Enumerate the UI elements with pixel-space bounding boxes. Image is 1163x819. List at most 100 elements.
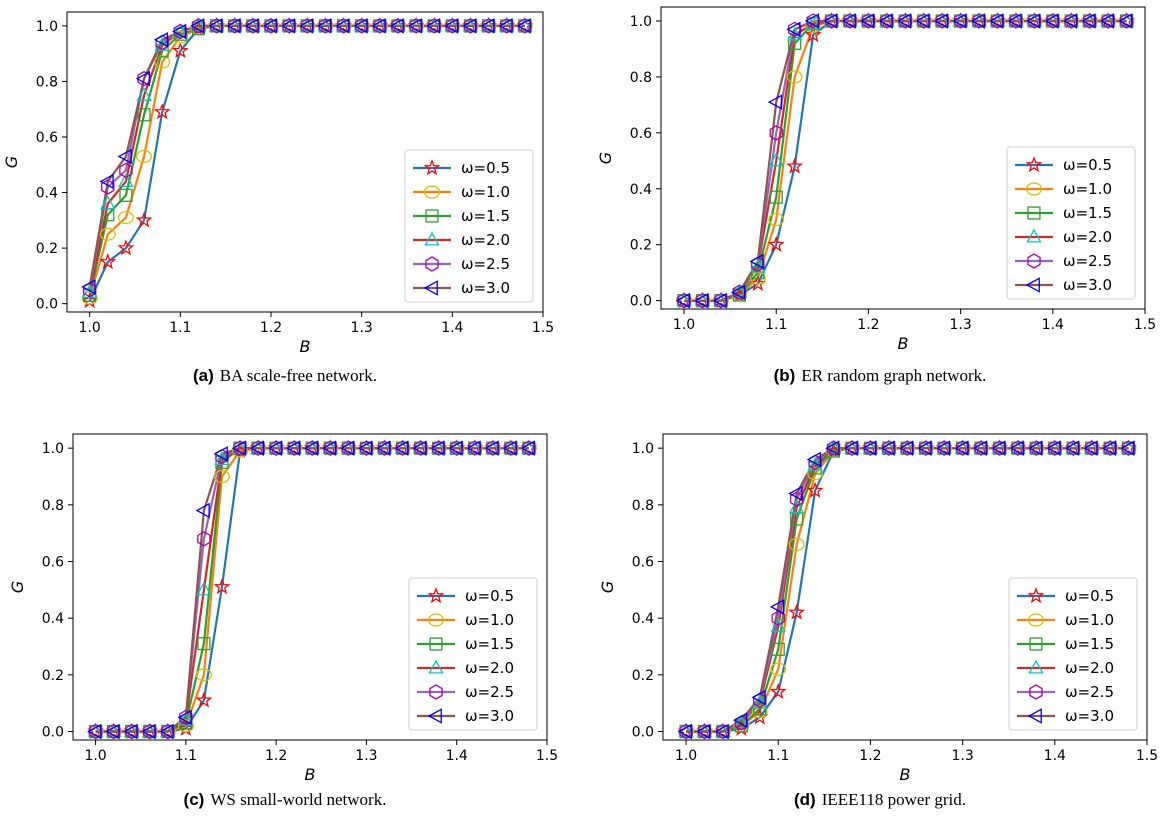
data-point (917, 13, 931, 29)
data-point (1027, 13, 1042, 29)
x-tick-label: 1.3 (351, 320, 373, 336)
data-point (786, 70, 803, 84)
data-point (117, 148, 132, 165)
x-tick-label: 1.4 (1042, 317, 1064, 333)
data-point (480, 18, 495, 34)
data-point (81, 291, 98, 305)
data-point (305, 440, 319, 456)
x-tick-label: 1.5 (536, 748, 558, 764)
data-point (933, 13, 949, 29)
data-point (226, 17, 243, 32)
data-point (286, 439, 302, 454)
data-point (394, 439, 411, 454)
data-point (972, 13, 986, 29)
data-point (304, 439, 321, 454)
data-point (285, 440, 301, 456)
data-point (287, 440, 301, 456)
data-point (153, 103, 171, 120)
data-point (1101, 13, 1115, 29)
legend-marker (427, 708, 442, 724)
data-point (769, 682, 787, 700)
data-point (1047, 439, 1063, 454)
data-point (1065, 439, 1082, 454)
data-point (787, 21, 802, 38)
legend-marker (427, 587, 445, 604)
data-point (425, 18, 441, 34)
data-point (1064, 13, 1078, 29)
caption-c-label: (c) (183, 790, 205, 809)
chart-b-svg: 1.0 1.1 1.2 1.3 1.4 1.5 0.0 0.2 0.4 0.6 0.8 1.0 B G ω=… (596, 6, 1156, 353)
data-point (989, 12, 1006, 27)
legend-label: ω=1.5 (1065, 635, 1114, 653)
data-point (900, 440, 915, 456)
data-point (1045, 12, 1061, 27)
data-point (915, 13, 930, 29)
data-point (448, 440, 463, 456)
data-point (213, 469, 230, 484)
data-point (376, 440, 391, 456)
data-point (317, 17, 334, 32)
legend-marker (425, 256, 439, 272)
data-point (730, 284, 746, 300)
data-point (1028, 439, 1045, 454)
data-point (340, 439, 357, 454)
chart-a-svg: 1.0 1.1 1.2 1.3 1.4 1.5 0.0 0.2 0.4 0.6 0.8 1.0 B G ω=… (2, 11, 554, 356)
data-point (1121, 440, 1136, 456)
data-point (788, 499, 805, 514)
legend-marker (429, 637, 443, 651)
data-point (842, 12, 858, 27)
data-point (897, 12, 914, 27)
x-tick-label: 1.4 (441, 320, 463, 336)
legend-marker (1027, 587, 1045, 604)
data-point (863, 440, 878, 456)
data-point (862, 439, 879, 454)
data-point (937, 440, 951, 456)
data-point (498, 17, 515, 32)
data-point (915, 12, 932, 27)
data-point (467, 439, 483, 454)
data-point (753, 702, 767, 716)
series-markers (675, 13, 1133, 309)
data-point (1007, 13, 1022, 29)
data-point (1081, 13, 1096, 29)
data-point (751, 689, 766, 706)
data-point (771, 610, 785, 626)
data-point (213, 446, 228, 462)
x-tick-label: 1.5 (1134, 317, 1156, 333)
data-point (696, 723, 713, 738)
data-point (1063, 12, 1080, 27)
legend-label: ω=0.5 (465, 587, 514, 605)
legend-marker (1027, 253, 1041, 269)
data-point (172, 23, 189, 37)
data-point (153, 32, 169, 48)
data-point (1062, 13, 1078, 29)
data-point (407, 18, 422, 34)
data-point (100, 195, 116, 210)
data-point (713, 292, 729, 307)
data-point (300, 18, 314, 34)
legend-marker (1029, 684, 1043, 700)
data-point (321, 440, 337, 456)
data-point (1026, 13, 1041, 29)
legend-marker (1025, 277, 1040, 293)
data-point (768, 152, 784, 167)
data-point (1009, 440, 1024, 456)
data-point (197, 637, 211, 651)
data-point (177, 709, 192, 726)
data-point (1064, 440, 1080, 456)
data-point (844, 439, 860, 454)
data-point (267, 440, 283, 456)
data-point (409, 18, 423, 34)
data-point (354, 18, 369, 34)
data-point (898, 440, 914, 456)
data-point (696, 723, 711, 740)
legend-marker (424, 231, 440, 246)
data-point (376, 439, 393, 454)
data-point (517, 17, 533, 32)
data-point (143, 723, 157, 740)
data-point (917, 439, 934, 454)
data-point (675, 292, 690, 309)
series-markers (679, 440, 1136, 740)
data-point (804, 13, 820, 29)
